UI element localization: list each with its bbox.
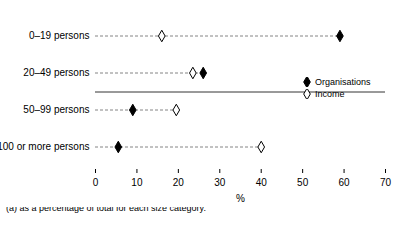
svg-text:70: 70	[380, 177, 392, 188]
svg-text:0–19 persons: 0–19 persons	[29, 30, 90, 41]
svg-text:10: 10	[131, 177, 143, 188]
svg-text:30: 30	[214, 177, 226, 188]
svg-text:20: 20	[173, 177, 185, 188]
svg-text:0: 0	[93, 177, 99, 188]
html-text:(a) as a percentage of total f: (a) as a percentage of total for each si…	[6, 203, 206, 213]
svg-text:60: 60	[339, 177, 351, 188]
svg-text:%: %	[236, 193, 245, 204]
svg-text:100 or more persons: 100 or more persons	[0, 141, 90, 152]
svg-text:20–49 persons: 20–49 persons	[23, 67, 89, 78]
svg-text:50: 50	[297, 177, 309, 188]
svg-text:40: 40	[256, 177, 268, 188]
html-text:Income: Income	[315, 89, 345, 99]
html-text:Organisations: Organisations	[315, 77, 371, 87]
svg-text:50–99 persons: 50–99 persons	[23, 104, 89, 115]
